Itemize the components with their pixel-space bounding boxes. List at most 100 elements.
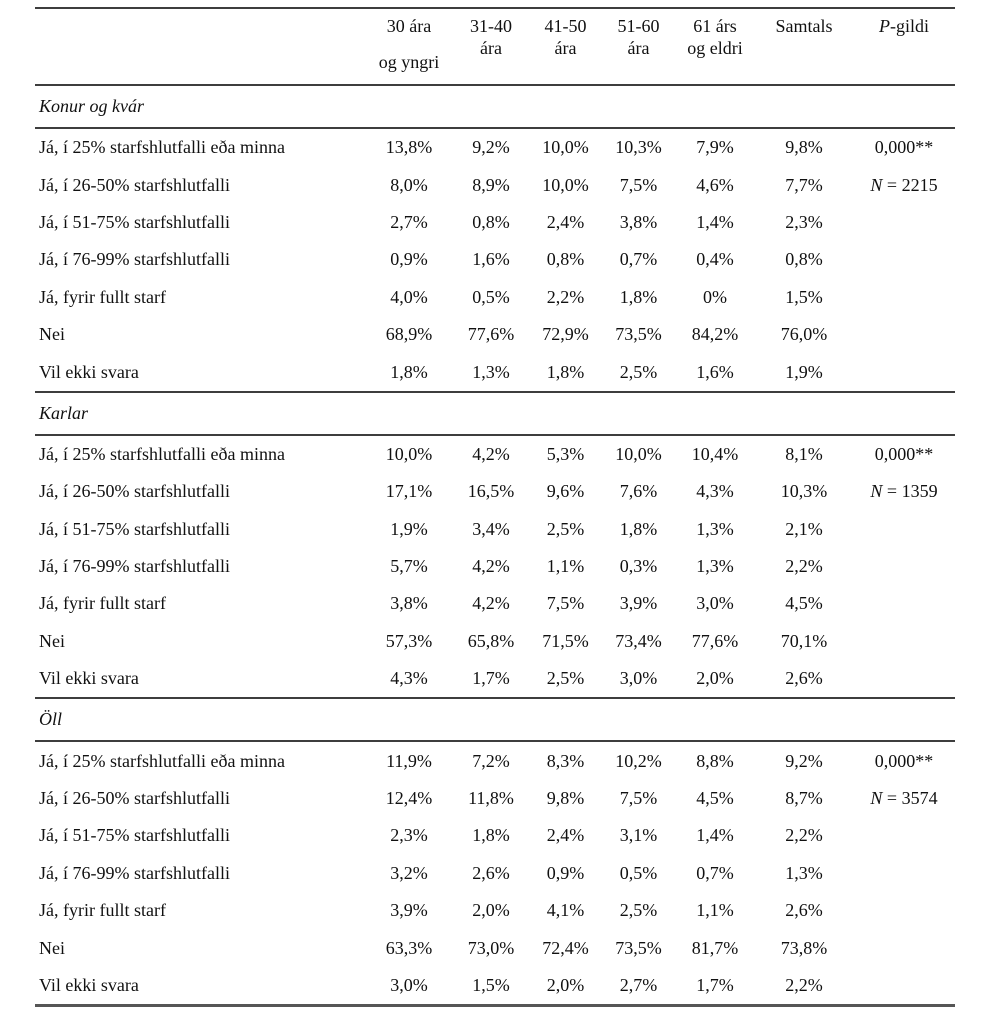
value-cell: 73,5% (615, 937, 662, 958)
value-cell: 2,6% (472, 862, 510, 883)
value-cell: 9,8% (785, 137, 823, 158)
table-row: Já, í 51-75% starfshlutfalli 2,3% 1,8% 2,4%… (35, 817, 955, 854)
col-header-age-30-younger: 30 ára og yngri (365, 15, 453, 73)
table-row: Nei 68,9% 77,6% 72,9% 73,5% 84,2% 76,0% (35, 316, 955, 353)
value-cell: 10,0% (615, 443, 662, 464)
col-header-samtals: Samtals (755, 15, 853, 73)
table-row: Vil ekki svara 1,8% 1,3% 1,8% 2,5% 1,6% 1,9% (35, 353, 955, 390)
value-cell: 71,5% (542, 630, 589, 651)
table-row: Já, í 76-99% starfshlutfalli 3,2% 2,6% 0,9%… (35, 855, 955, 892)
value-cell: 0,5% (472, 286, 510, 307)
row-label: Vil ekki svara (39, 668, 139, 689)
value-cell: 4,1% (546, 900, 585, 921)
col-header-line1: 31-40 (470, 16, 512, 36)
row-label: Já, í 26-50% starfshlutfalli (39, 481, 230, 502)
row-label: Já, í 51-75% starfshlutfalli (39, 518, 230, 539)
value-cell: 3,8% (390, 593, 428, 614)
row-label: Já, í 76-99% starfshlutfalli (39, 249, 230, 270)
value-cell: 76,0% (780, 324, 828, 345)
value-cell: 12,4% (385, 788, 433, 809)
value-cell: 3,9% (390, 900, 428, 921)
value-cell: 0,8% (472, 211, 510, 232)
value-cell: 73,0% (467, 937, 515, 958)
value-cell: 4,3% (696, 481, 734, 502)
value-cell: 2,5% (546, 518, 585, 539)
value-cell: 3,4% (472, 518, 510, 539)
value-cell: 0,7% (619, 249, 658, 270)
col-header-line2: og yngri (378, 52, 440, 72)
value-cell: 1,3% (696, 518, 734, 539)
value-cell: 13,8% (385, 137, 433, 158)
value-cell: 57,3% (385, 630, 433, 651)
value-cell: 2,6% (785, 900, 823, 921)
value-cell: 7,5% (619, 788, 658, 809)
col-header-line2: ára (627, 38, 650, 58)
value-cell: 2,5% (619, 361, 658, 382)
stat-symbol: N (870, 481, 883, 502)
value-cell: 3,0% (390, 975, 428, 995)
table-body: Konur og kvár Já, í 25% starfshlutfalli e… (35, 86, 955, 1008)
row-label: Já, í 51-75% starfshlutfalli (39, 211, 230, 232)
value-cell: 5,7% (390, 556, 428, 577)
value-cell: 1,8% (619, 286, 658, 307)
value-cell: 1,1% (546, 556, 585, 577)
row-label: Já, í 25% starfshlutfalli eða minna (39, 750, 285, 771)
col-header-line2: ára (554, 38, 577, 58)
value-cell: 1,5% (785, 286, 823, 307)
p-value-cell: N = 1359 (853, 481, 955, 502)
value-cell: 4,5% (696, 788, 734, 809)
value-cell: 1,6% (472, 249, 510, 270)
value-cell: 2,4% (546, 211, 585, 232)
table-row: Já, í 26-50% starfshlutfalli 12,4% 11,8% 9,… (35, 780, 955, 817)
row-label: Já, fyrir fullt starf (39, 593, 166, 614)
col-header-age-61-older: 61 árs og eldri (675, 15, 755, 73)
p-value-cell: N = 3574 (853, 788, 955, 809)
value-cell: 72,4% (542, 937, 589, 958)
value-cell: 0,9% (390, 249, 428, 270)
value-cell: 0,5% (619, 862, 658, 883)
table-header-row: 30 ára og yngri 31-40 ára 41-50 ára 51-6… (35, 7, 955, 86)
value-cell: 2,2% (785, 975, 823, 995)
value-cell: 2,3% (785, 211, 823, 232)
section-title: Konur og kvár (35, 86, 955, 129)
value-cell: 1,6% (696, 361, 734, 382)
col-header-line1: 41-50 (544, 16, 587, 36)
stat-text: = 3574 (882, 788, 938, 809)
col-header-p-gildi: P-gildi (853, 15, 955, 73)
value-cell: 4,0% (390, 286, 428, 307)
table-row: Já, í 76-99% starfshlutfalli 5,7% 4,2% 1,1%… (35, 548, 955, 585)
value-cell: 7,9% (696, 137, 734, 158)
value-cell: 7,7% (785, 174, 823, 195)
value-cell: 1,7% (472, 668, 510, 689)
table-row: Já, í 51-75% starfshlutfalli 2,7% 0,8% 2,4%… (35, 204, 955, 241)
p-italic: P (879, 16, 890, 36)
col-header-line1: Samtals (775, 16, 833, 36)
p-value-cell: 0,000** (853, 751, 955, 772)
table-row: Já, í 25% starfshlutfalli eða minna 13,8%… (35, 129, 955, 166)
value-cell: 10,0% (385, 443, 433, 464)
row-label: Vil ekki svara (39, 975, 139, 995)
value-cell: 1,9% (785, 361, 823, 382)
value-cell: 9,2% (785, 750, 823, 771)
value-cell: 1,3% (472, 361, 510, 382)
value-cell: 8,8% (696, 750, 734, 771)
row-label: Já, í 25% starfshlutfalli eða minna (39, 443, 285, 464)
value-cell: 8,7% (785, 788, 823, 809)
value-cell: 10,3% (615, 137, 662, 158)
value-cell: 8,9% (472, 174, 510, 195)
table-row: Já, fyrir fullt starf 3,9% 2,0% 4,1% 2,5% 1,1… (35, 892, 955, 929)
value-cell: 72,9% (542, 324, 589, 345)
value-cell: 1,4% (696, 825, 734, 846)
table-row: Já, fyrir fullt starf 4,0% 0,5% 2,2% 1,8% 0% 1… (35, 279, 955, 316)
value-cell: 1,5% (472, 975, 510, 995)
row-label: Já, í 25% starfshlutfalli eða minna (39, 137, 285, 158)
value-cell: 10,2% (615, 750, 662, 771)
p-rest: -gildi (890, 16, 929, 36)
value-cell: 3,0% (696, 593, 734, 614)
table-row: Nei 63,3% 73,0% 72,4% 73,5% 81,7% 73,8% (35, 929, 955, 966)
stat-symbol: N (870, 174, 883, 195)
value-cell: 1,3% (696, 556, 734, 577)
value-cell: 3,0% (619, 668, 658, 689)
value-cell: 1,4% (696, 211, 734, 232)
col-header-age-31-40: 31-40 ára (453, 15, 529, 73)
